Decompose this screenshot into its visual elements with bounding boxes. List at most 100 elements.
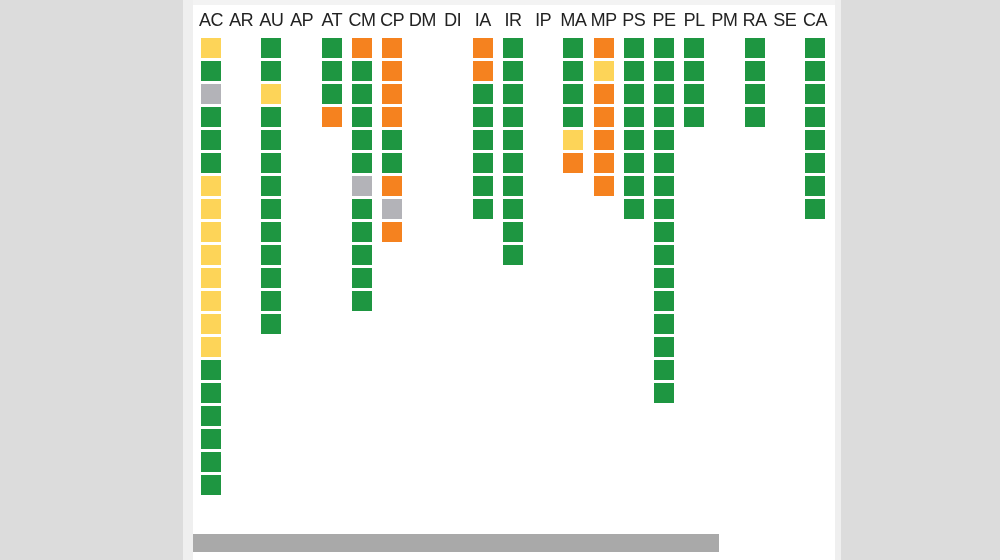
status-cell-green[interactable] xyxy=(503,176,523,196)
status-cell-orange[interactable] xyxy=(593,38,614,58)
status-cell-green[interactable] xyxy=(623,153,644,173)
status-cell-green[interactable] xyxy=(563,38,584,58)
status-cell-green[interactable] xyxy=(472,107,493,127)
status-cell-orange[interactable] xyxy=(593,130,614,150)
status-cell-green[interactable] xyxy=(805,153,825,173)
column-header[interactable]: SE xyxy=(773,10,797,30)
status-cell-yellow[interactable] xyxy=(593,61,614,81)
status-cell-orange[interactable] xyxy=(352,38,372,58)
status-cell-green[interactable] xyxy=(654,268,674,288)
status-cell-green[interactable] xyxy=(805,61,825,81)
status-cell-green[interactable] xyxy=(623,84,644,104)
status-cell-green[interactable] xyxy=(805,199,825,219)
column-header[interactable]: CA xyxy=(802,10,828,30)
status-cell-green[interactable] xyxy=(261,61,282,81)
status-cell-green[interactable] xyxy=(382,130,403,150)
status-cell-green[interactable] xyxy=(321,84,342,104)
status-cell-green[interactable] xyxy=(654,222,674,242)
column-header[interactable]: PE xyxy=(652,10,676,30)
status-cell-green[interactable] xyxy=(352,291,372,311)
status-cell-orange[interactable] xyxy=(593,153,614,173)
column-header[interactable]: CM xyxy=(348,10,377,30)
chart-viewport[interactable]: AC AR AU AP AT CM CP DM DI IA IR IP MA MP PS PE PL PM RA SE… xyxy=(193,0,835,560)
status-cell-yellow[interactable] xyxy=(563,130,584,150)
status-cell-green[interactable] xyxy=(201,107,221,127)
status-cell-green[interactable] xyxy=(503,107,523,127)
status-cell-green[interactable] xyxy=(321,61,342,81)
status-cell-green[interactable] xyxy=(654,314,674,334)
status-cell-green[interactable] xyxy=(503,38,523,58)
status-cell-green[interactable] xyxy=(654,153,674,173)
status-cell-green[interactable] xyxy=(503,245,523,265)
status-cell-green[interactable] xyxy=(261,199,282,219)
column-header[interactable]: S xyxy=(820,10,835,31)
status-cell-orange[interactable] xyxy=(382,61,403,81)
status-cell-gray[interactable] xyxy=(382,199,403,219)
status-cell-green[interactable] xyxy=(201,452,221,472)
status-cell-green[interactable] xyxy=(352,153,372,173)
status-cell-green[interactable] xyxy=(623,130,644,150)
status-cell-yellow[interactable] xyxy=(261,84,282,104)
status-cell-green[interactable] xyxy=(684,84,705,104)
status-cell-green[interactable] xyxy=(563,107,584,127)
status-cell-green[interactable] xyxy=(261,130,282,150)
status-cell-green[interactable] xyxy=(503,222,523,242)
status-cell-green[interactable] xyxy=(261,245,282,265)
column-header[interactable]: CP xyxy=(380,10,405,30)
status-cell-green[interactable] xyxy=(201,61,221,81)
status-cell-green[interactable] xyxy=(261,176,282,196)
status-cell-green[interactable] xyxy=(503,84,523,104)
status-cell-yellow[interactable] xyxy=(201,222,221,242)
status-cell-yellow[interactable] xyxy=(201,314,221,334)
status-cell-green[interactable] xyxy=(623,176,644,196)
status-cell-green[interactable] xyxy=(261,222,282,242)
status-cell-green[interactable] xyxy=(352,130,372,150)
status-cell-green[interactable] xyxy=(352,84,372,104)
status-cell-green[interactable] xyxy=(472,176,493,196)
status-cell-green[interactable] xyxy=(563,84,584,104)
status-cell-green[interactable] xyxy=(201,130,221,150)
status-cell-gray[interactable] xyxy=(352,176,372,196)
status-cell-green[interactable] xyxy=(654,84,674,104)
status-cell-green[interactable] xyxy=(261,107,282,127)
status-cell-yellow[interactable] xyxy=(201,38,221,58)
status-cell-green[interactable] xyxy=(744,107,765,127)
status-cell-green[interactable] xyxy=(654,61,674,81)
status-cell-green[interactable] xyxy=(261,38,282,58)
status-cell-green[interactable] xyxy=(654,107,674,127)
column-header[interactable]: MP xyxy=(590,10,618,30)
status-cell-green[interactable] xyxy=(623,107,644,127)
status-cell-orange[interactable] xyxy=(472,38,493,58)
status-cell-green[interactable] xyxy=(261,314,282,334)
status-cell-green[interactable] xyxy=(352,222,372,242)
status-cell-orange[interactable] xyxy=(593,84,614,104)
status-cell-orange[interactable] xyxy=(382,222,403,242)
status-cell-yellow[interactable] xyxy=(201,268,221,288)
status-cell-green[interactable] xyxy=(805,38,825,58)
status-cell-green[interactable] xyxy=(654,199,674,219)
status-cell-green[interactable] xyxy=(352,245,372,265)
status-cell-green[interactable] xyxy=(654,383,674,403)
status-cell-green[interactable] xyxy=(684,38,705,58)
status-cell-yellow[interactable] xyxy=(201,245,221,265)
status-cell-orange[interactable] xyxy=(593,176,614,196)
status-cell-yellow[interactable] xyxy=(201,199,221,219)
status-cell-green[interactable] xyxy=(321,38,342,58)
status-cell-green[interactable] xyxy=(261,153,282,173)
column-header[interactable]: AP xyxy=(290,10,314,30)
status-cell-orange[interactable] xyxy=(593,107,614,127)
status-cell-green[interactable] xyxy=(201,475,221,495)
status-cell-yellow[interactable] xyxy=(201,337,221,357)
status-cell-green[interactable] xyxy=(261,268,282,288)
status-cell-green[interactable] xyxy=(654,337,674,357)
status-cell-green[interactable] xyxy=(623,199,644,219)
status-cell-green[interactable] xyxy=(201,406,221,426)
status-cell-orange[interactable] xyxy=(382,107,403,127)
column-header[interactable]: DM xyxy=(408,10,437,30)
status-cell-green[interactable] xyxy=(744,38,765,58)
status-cell-green[interactable] xyxy=(352,268,372,288)
status-cell-green[interactable] xyxy=(503,130,523,150)
status-cell-yellow[interactable] xyxy=(201,176,221,196)
status-cell-green[interactable] xyxy=(201,429,221,449)
status-cell-green[interactable] xyxy=(503,199,523,219)
